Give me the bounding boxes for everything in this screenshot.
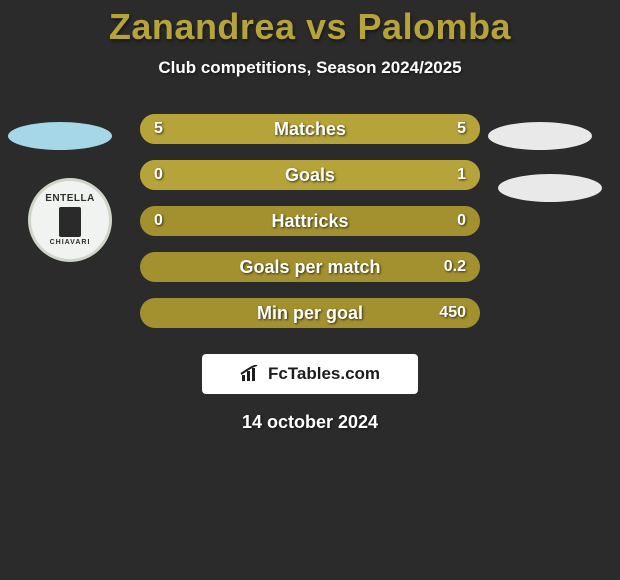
comparison-row: Hattricks00 — [0, 198, 620, 244]
comparison-rows: Matches55Goals01Hattricks00Goals per mat… — [0, 106, 620, 336]
bar-track — [140, 206, 480, 236]
page-title: Zanandrea vs Palomba — [0, 0, 620, 48]
comparison-row: Goals01 — [0, 152, 620, 198]
bar-track — [140, 298, 480, 328]
site-attribution: FcTables.com — [202, 354, 418, 394]
date-text: 14 october 2024 — [0, 412, 620, 433]
bar-fill-left — [140, 160, 201, 190]
site-attribution-text: FcTables.com — [268, 364, 380, 384]
comparison-chart: ENTELLA CHIAVARI Matches55Goals01Hattric… — [0, 106, 620, 336]
title-left: Zanandrea — [109, 6, 296, 47]
subtitle: Club competitions, Season 2024/2025 — [0, 58, 620, 78]
bar-fill-left — [140, 114, 310, 144]
bar-fill-right — [201, 160, 480, 190]
bar-track — [140, 160, 480, 190]
bar-fill-right — [310, 114, 480, 144]
comparison-row: Min per goal450 — [0, 290, 620, 336]
comparison-row: Matches55 — [0, 106, 620, 152]
title-mid: vs — [295, 6, 357, 47]
title-right: Palomba — [358, 6, 512, 47]
bar-track — [140, 252, 480, 282]
bar-chart-icon — [240, 365, 262, 383]
bar-track — [140, 114, 480, 144]
comparison-row: Goals per match0.2 — [0, 244, 620, 290]
